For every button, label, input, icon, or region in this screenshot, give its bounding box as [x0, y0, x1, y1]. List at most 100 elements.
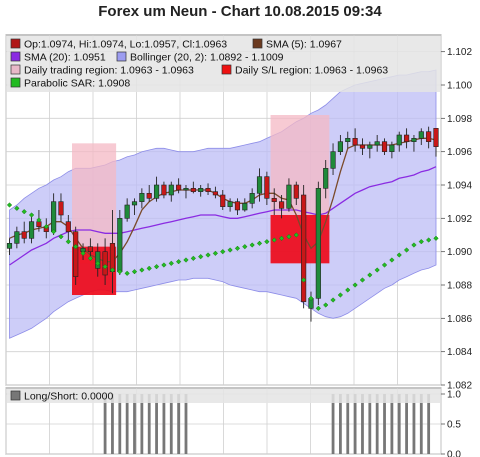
- candle-body: [176, 184, 182, 191]
- y-tick-label: 1.090: [447, 247, 472, 258]
- legend-swatch-ohlc: [10, 38, 21, 49]
- long-short-bar: [140, 394, 144, 454]
- candle-body: [131, 201, 138, 206]
- candle-body: [95, 251, 101, 269]
- sar-point: [220, 249, 226, 255]
- candle-body: [220, 194, 226, 207]
- candle: [264, 171, 270, 205]
- candle-body: [301, 194, 307, 302]
- long-short-bar: [111, 394, 114, 454]
- candle: [146, 185, 152, 202]
- candle: [65, 215, 71, 244]
- sar-point: [286, 234, 292, 240]
- long-short-bar: [353, 394, 357, 454]
- legend-swatch-sl-region: [221, 64, 232, 75]
- long-short-bar: [162, 394, 166, 454]
- long-short-bar: [405, 394, 408, 454]
- sar-point: [190, 255, 196, 261]
- sar-point: [381, 262, 388, 268]
- long-short-bar: [346, 394, 350, 454]
- chart-title: Forex um Neun - Chart 10.08.2015 09:34: [98, 3, 382, 20]
- candle: [220, 190, 226, 210]
- candle-body: [367, 144, 373, 149]
- trading-region: [72, 143, 117, 264]
- candle: [330, 143, 336, 175]
- legend-label-trading-region: Daily trading region: 1.0963 - 1.0963: [24, 65, 194, 77]
- candle-body: [256, 176, 263, 194]
- candle-body: [14, 231, 20, 244]
- candle: [418, 128, 424, 145]
- sar-point: [396, 252, 402, 258]
- y-tick-label: 1.102: [447, 47, 472, 58]
- parabolic-sar-layer: [6, 202, 439, 311]
- candle-body: [124, 204, 130, 219]
- long-short-bar: [147, 394, 151, 454]
- candle: [131, 198, 138, 215]
- sar-point: [227, 247, 233, 253]
- sar-point: [374, 267, 380, 273]
- candle: [404, 128, 410, 149]
- candle: [323, 160, 329, 199]
- sar-point: [249, 242, 255, 248]
- candle-body: [28, 221, 35, 239]
- long-short-bar: [383, 394, 386, 454]
- sar-point: [58, 234, 64, 240]
- sar-point: [146, 265, 152, 271]
- sar-point: [21, 209, 27, 215]
- candle-layer: [6, 126, 439, 322]
- candle: [124, 198, 130, 222]
- long-short-bar: [419, 394, 423, 454]
- candle: [256, 168, 263, 202]
- candle-body: [433, 128, 439, 147]
- y-tick-label: 1.086: [447, 314, 472, 325]
- long-short-bar: [184, 394, 188, 454]
- legend-swatch-parabolic-sar: [10, 77, 21, 88]
- candle: [396, 131, 402, 152]
- candle-body: [381, 141, 388, 152]
- candle: [249, 188, 255, 209]
- candle-body: [87, 246, 93, 252]
- candle: [153, 176, 160, 202]
- candle: [161, 181, 167, 199]
- legend-label-sma20: SMA (20): 1.0951: [24, 52, 106, 64]
- sar-point: [389, 257, 395, 263]
- sar-point: [73, 244, 79, 250]
- candle-body: [352, 138, 358, 146]
- long-short-bar: [390, 394, 394, 454]
- sar-point: [300, 277, 307, 283]
- sar-point: [175, 259, 182, 265]
- candle-body: [345, 138, 351, 142]
- lower-y-tick-label: 0.5: [447, 420, 461, 431]
- long-short-bar: [133, 394, 136, 454]
- long-short-bar: [155, 394, 158, 454]
- sar-point: [234, 245, 241, 251]
- sar-point: [102, 264, 108, 270]
- candle: [271, 188, 277, 215]
- sar-point: [359, 277, 366, 283]
- y-tick-label: 1.098: [447, 114, 472, 125]
- long-short-bar: [118, 394, 122, 454]
- sma20-layer: [9, 166, 437, 266]
- candle: [95, 243, 101, 277]
- sar-point: [425, 237, 432, 243]
- legend-label-parabolic-sar: Parabolic SAR: 1.0908: [24, 78, 130, 90]
- long-short-bar: [177, 394, 181, 454]
- candle-body: [205, 188, 211, 192]
- candle: [374, 135, 380, 152]
- long-short-bar: [427, 394, 431, 454]
- y-tick-label: 1.084: [447, 347, 472, 358]
- candle: [73, 226, 79, 285]
- candle-body: [389, 144, 395, 152]
- candle-body: [271, 198, 277, 202]
- candle-body: [411, 138, 417, 142]
- sar-point: [308, 295, 314, 301]
- sar-point: [323, 302, 329, 308]
- candle: [14, 226, 20, 249]
- candle: [286, 178, 292, 212]
- candle-body: [21, 231, 27, 239]
- sar-point: [212, 250, 219, 256]
- candle-body: [337, 141, 343, 152]
- candle: [242, 198, 248, 212]
- sar-point: [264, 239, 270, 245]
- candle-body: [161, 184, 167, 196]
